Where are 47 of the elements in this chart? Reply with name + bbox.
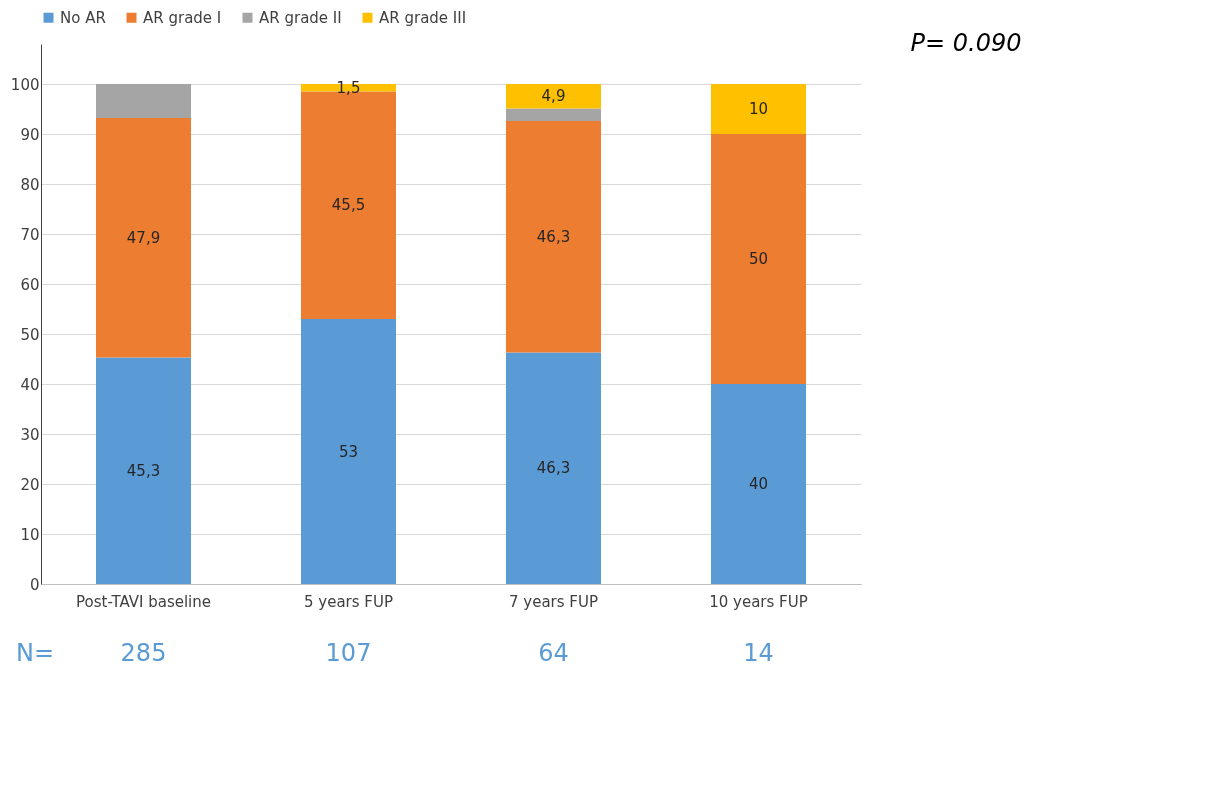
x-tick-label: 5 years FUP [303,592,394,611]
y-tick-label: 70 [20,225,40,244]
legend-label: AR grade I [143,8,222,27]
data-label: 50 [748,250,769,268]
bar [711,84,806,134]
y-tick-label: 20 [20,475,40,494]
y-tick-label: 50 [20,325,40,344]
y-tick-label: 0 [29,575,40,594]
legend-label: No AR [60,8,106,27]
bar [711,384,806,584]
data-label: 46,3 [536,459,571,478]
text: 14 [743,639,774,667]
bar [506,352,601,584]
data-label: 10 [748,100,769,118]
data-label: 53 [338,442,359,461]
data-label: 40 [748,475,769,493]
data-label: 4,9 [541,87,566,106]
bar [506,84,601,109]
x-tick-label: 7 years FUP [508,592,599,611]
bar [711,134,806,384]
y-tick-label: 40 [20,375,40,394]
bar [96,118,191,358]
text: 285 [120,639,167,667]
text: 64 [538,639,569,667]
text: N= [16,639,55,667]
text: P= 0.090 [910,29,1022,57]
data-label: 45,5 [331,196,366,215]
y-tick-label: 30 [20,425,40,444]
bar [96,84,191,118]
bar [506,108,601,121]
y-tick-label: 90 [20,125,40,144]
y-tick-label: 60 [20,275,40,294]
y-tick-label: 10 [20,525,40,544]
bar [96,357,191,584]
data-label: 45,3 [126,461,161,480]
data-label: 1,5 [336,78,361,97]
data-label: 46,3 [536,227,571,246]
x-tick-label: Post-TAVI baseline [76,592,211,611]
y-tick-label: 100 [10,75,40,94]
y-tick-label: 80 [20,175,40,194]
legend-label: AR grade III [379,8,467,27]
data-label: 47,9 [126,228,161,247]
bar [506,121,601,353]
x-tick-label: 10 years FUP [709,592,808,611]
bar [301,319,396,584]
text: 107 [325,639,372,667]
legend-label: AR grade II [259,8,342,27]
